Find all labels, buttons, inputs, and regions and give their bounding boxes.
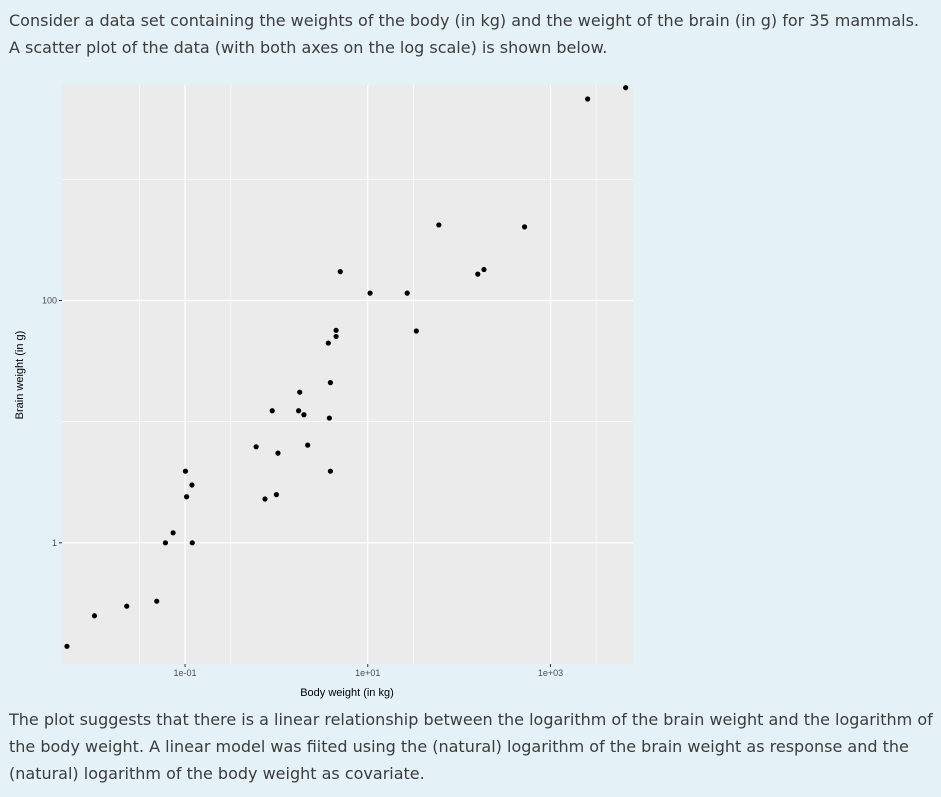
intro-paragraph: Consider a data set containing the weigh… <box>9 11 919 57</box>
data-point <box>296 408 302 414</box>
data-point <box>154 598 160 604</box>
y-axis-label: Brain weight (in g) <box>14 331 26 420</box>
y-tick-label: 1 <box>52 538 57 548</box>
data-point <box>253 444 259 450</box>
data-point <box>262 496 268 502</box>
data-point <box>521 224 528 230</box>
data-point <box>404 290 410 296</box>
y-tick-label: 100 <box>42 295 57 305</box>
data-point <box>367 290 373 296</box>
data-point <box>623 85 629 91</box>
data-point <box>162 540 169 546</box>
data-point <box>170 530 176 536</box>
data-point <box>413 328 419 334</box>
x-axis-label: Body weight (in kg) <box>300 687 394 699</box>
data-point <box>273 492 280 498</box>
data-point <box>297 389 303 395</box>
data-points <box>64 85 629 649</box>
data-point <box>333 327 339 333</box>
data-point <box>325 340 331 346</box>
plot-panel <box>62 85 633 664</box>
x-tick-label: 1e+01 <box>355 668 380 678</box>
data-point <box>189 540 195 546</box>
grid-lines <box>62 85 633 664</box>
data-point <box>481 266 487 273</box>
data-point <box>337 269 343 275</box>
data-point <box>327 468 334 474</box>
data-point <box>301 412 307 418</box>
data-point <box>269 408 275 414</box>
x-tick-label: 1e+03 <box>538 668 563 678</box>
data-point <box>275 450 281 456</box>
data-point <box>326 415 332 421</box>
data-point <box>64 643 70 649</box>
data-point <box>333 333 339 340</box>
data-point <box>585 96 591 102</box>
conclusion-paragraph: The plot suggests that there is a linear… <box>9 710 933 783</box>
data-point <box>189 482 195 488</box>
data-point <box>182 468 189 474</box>
data-point <box>436 222 442 228</box>
x-tick-label: 1e-01 <box>174 668 197 678</box>
data-point <box>91 613 98 619</box>
data-point <box>327 380 334 386</box>
data-point <box>305 442 311 448</box>
data-point <box>124 603 130 609</box>
axis-ticks: 1e-01 1e+01 1e+03 1 100 <box>42 295 563 678</box>
data-point <box>475 271 481 277</box>
data-point <box>184 494 190 500</box>
